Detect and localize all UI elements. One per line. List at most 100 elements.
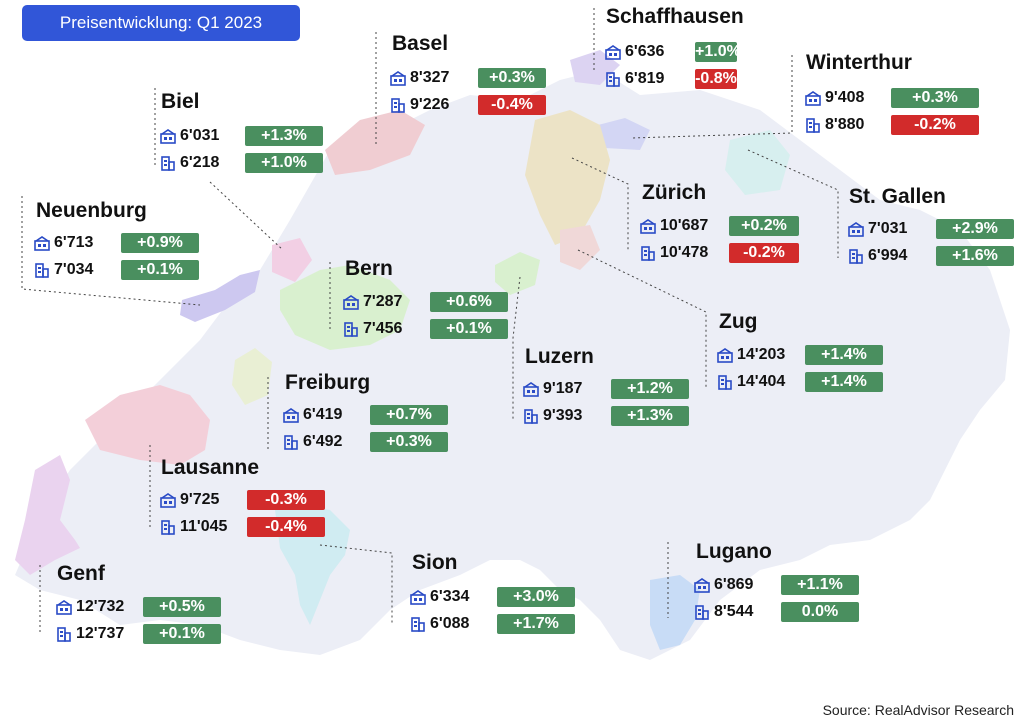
change-badge: +0.5%: [143, 597, 221, 617]
city-name-st-gallen: St. Gallen: [849, 185, 946, 208]
price-value: 8'327: [410, 69, 450, 86]
city-name-bern: Bern: [345, 257, 393, 280]
price-row: 8'327: [390, 68, 449, 88]
price-row: 9'408: [805, 88, 864, 108]
city-name-lausanne: Lausanne: [161, 456, 260, 479]
price-row: 12'737: [56, 624, 124, 644]
apartment-icon: [390, 70, 406, 86]
change-badge: 0.0%: [781, 602, 859, 622]
price-value: 6'636: [625, 43, 665, 60]
region-neuenburg: [180, 270, 260, 322]
price-row: 8'880: [805, 115, 864, 135]
apartment-icon: [523, 381, 539, 397]
city-name-zug: Zug: [719, 310, 758, 333]
region-basel: [325, 110, 425, 175]
price-value: 9'408: [825, 89, 865, 106]
apartment-icon: [694, 577, 710, 593]
price-value: 7'034: [54, 261, 94, 278]
house-icon: [56, 626, 72, 642]
price-row: 6'334: [410, 587, 469, 607]
leader-line-luzern: [512, 276, 521, 420]
region-luzern: [495, 252, 540, 295]
price-value: 12'737: [76, 625, 125, 642]
change-badge: -0.2%: [729, 243, 799, 263]
leader-line-biel-map: [209, 181, 284, 251]
price-row: 6'994: [848, 246, 907, 266]
change-badge: -0.2%: [891, 115, 979, 135]
change-badge: +1.4%: [805, 372, 883, 392]
change-badge: +0.6%: [430, 292, 508, 312]
city-name-lugano: Lugano: [696, 540, 772, 563]
change-badge: +0.3%: [891, 88, 979, 108]
change-badge: +0.1%: [121, 260, 199, 280]
price-row: 9'187: [523, 379, 582, 399]
title-badge: Preisentwicklung: Q1 2023: [22, 5, 300, 41]
price-value: 10'687: [660, 217, 709, 234]
house-icon: [605, 71, 621, 87]
price-value: 6'819: [625, 70, 665, 87]
price-row: 14'404: [717, 372, 785, 392]
region-st-gallen: [725, 130, 790, 195]
change-badge: +0.9%: [121, 233, 199, 253]
price-value: 9'725: [180, 491, 220, 508]
house-icon: [410, 616, 426, 632]
apartment-icon: [343, 294, 359, 310]
price-value: 6'218: [180, 154, 220, 171]
apartment-icon: [56, 599, 72, 615]
price-row: 6'819: [605, 69, 664, 89]
price-value: 11'045: [180, 518, 228, 535]
price-row: 11'045: [160, 517, 227, 537]
city-name-neuenburg: Neuenburg: [36, 199, 147, 222]
price-row: 6'713: [34, 233, 93, 253]
price-row: 6'031: [160, 126, 219, 146]
change-badge: +1.4%: [805, 345, 883, 365]
price-value: 6'994: [868, 247, 908, 264]
city-name-winterthur: Winterthur: [806, 51, 912, 74]
leader-line-winterthur: [631, 55, 793, 139]
region-winterthur: [598, 118, 650, 150]
leader-line-sion: [319, 544, 393, 625]
apartment-icon: [283, 407, 299, 423]
region-zurich: [525, 110, 610, 245]
house-icon: [640, 245, 656, 261]
leader-line-neuenburg: [21, 196, 201, 306]
price-row: 7'456: [343, 319, 402, 339]
house-icon: [523, 408, 539, 424]
change-badge: +2.9%: [936, 219, 1014, 239]
price-value: 10'478: [660, 244, 709, 261]
price-row: 12'732: [56, 597, 124, 617]
price-value: 6'419: [303, 406, 343, 423]
price-row: 9'226: [390, 95, 449, 115]
price-row: 9'725: [160, 490, 219, 510]
change-badge: -0.4%: [247, 517, 325, 537]
city-name-genf: Genf: [57, 562, 105, 585]
region-lausanne: [85, 385, 210, 465]
house-icon: [160, 519, 176, 535]
change-badge: -0.8%: [695, 69, 737, 89]
price-row: 6'088: [410, 614, 469, 634]
apartment-icon: [160, 128, 176, 144]
price-row: 6'419: [283, 405, 342, 425]
city-name-biel: Biel: [161, 90, 200, 113]
house-icon: [34, 262, 50, 278]
region-bern: [280, 265, 410, 350]
change-badge: +1.3%: [245, 126, 323, 146]
region-freiburg: [232, 348, 272, 405]
change-badge: +1.7%: [497, 614, 575, 634]
change-badge: +1.2%: [611, 379, 689, 399]
price-value: 6'031: [180, 127, 220, 144]
change-badge: +1.0%: [245, 153, 323, 173]
price-value: 7'031: [868, 220, 908, 237]
change-badge: +3.0%: [497, 587, 575, 607]
change-badge: +1.0%: [695, 42, 741, 62]
price-row: 6'869: [694, 575, 753, 595]
price-row: 7'034: [34, 260, 93, 280]
apartment-icon: [717, 347, 733, 363]
price-value: 6'869: [714, 576, 754, 593]
price-value: 9'226: [410, 96, 450, 113]
change-badge: +0.3%: [478, 68, 546, 88]
change-badge: +0.7%: [370, 405, 448, 425]
apartment-icon: [805, 90, 821, 106]
city-name-sion: Sion: [412, 551, 458, 574]
apartment-icon: [410, 589, 426, 605]
